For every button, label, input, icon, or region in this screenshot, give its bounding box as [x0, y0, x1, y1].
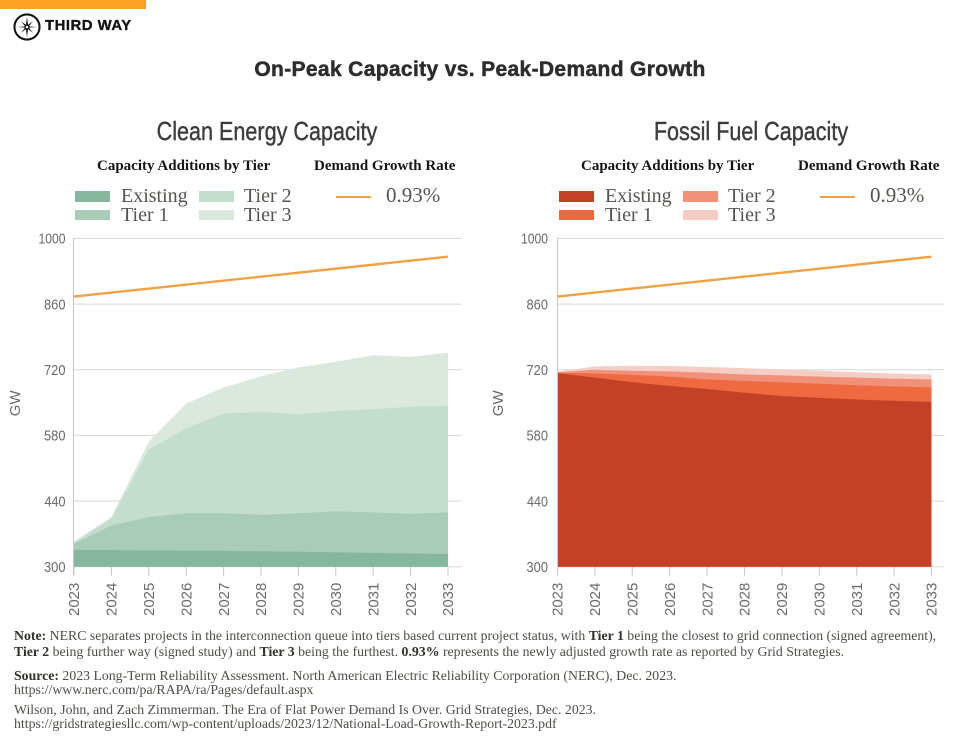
svg-text:2029: 2029 — [774, 583, 791, 616]
svg-text:2030: 2030 — [328, 583, 345, 616]
svg-text:2033: 2033 — [924, 583, 941, 616]
svg-text:2027: 2027 — [699, 583, 716, 616]
svg-text:2023: 2023 — [550, 583, 567, 616]
svg-text:720: 720 — [527, 362, 549, 379]
svg-text:300: 300 — [527, 559, 549, 576]
svg-text:2032: 2032 — [403, 583, 420, 616]
svg-text:440: 440 — [45, 493, 66, 510]
svg-text:2026: 2026 — [178, 583, 195, 616]
svg-text:2028: 2028 — [253, 583, 270, 616]
svg-text:2025: 2025 — [141, 583, 158, 616]
svg-text:440: 440 — [527, 493, 548, 510]
svg-text:580: 580 — [44, 428, 66, 445]
svg-text:GW: GW — [7, 390, 24, 417]
svg-text:2026: 2026 — [662, 583, 679, 616]
svg-text:2027: 2027 — [216, 583, 233, 616]
svg-text:2032: 2032 — [886, 583, 903, 616]
svg-text:2029: 2029 — [291, 583, 308, 616]
svg-text:2025: 2025 — [625, 583, 642, 616]
svg-text:860: 860 — [527, 296, 549, 313]
svg-text:580: 580 — [527, 428, 549, 445]
svg-text:1000: 1000 — [521, 231, 548, 248]
svg-text:2033: 2033 — [440, 583, 457, 616]
svg-text:720: 720 — [44, 362, 66, 379]
svg-text:2028: 2028 — [737, 583, 754, 616]
svg-text:GW: GW — [490, 390, 507, 417]
svg-text:2031: 2031 — [365, 583, 382, 616]
svg-text:300: 300 — [44, 559, 66, 576]
svg-text:2024: 2024 — [587, 583, 604, 616]
svg-text:860: 860 — [44, 296, 66, 313]
svg-text:1000: 1000 — [39, 231, 66, 248]
svg-text:2030: 2030 — [812, 583, 829, 616]
svg-text:2031: 2031 — [849, 583, 866, 616]
svg-text:2024: 2024 — [104, 583, 121, 616]
svg-text:2023: 2023 — [66, 583, 83, 616]
